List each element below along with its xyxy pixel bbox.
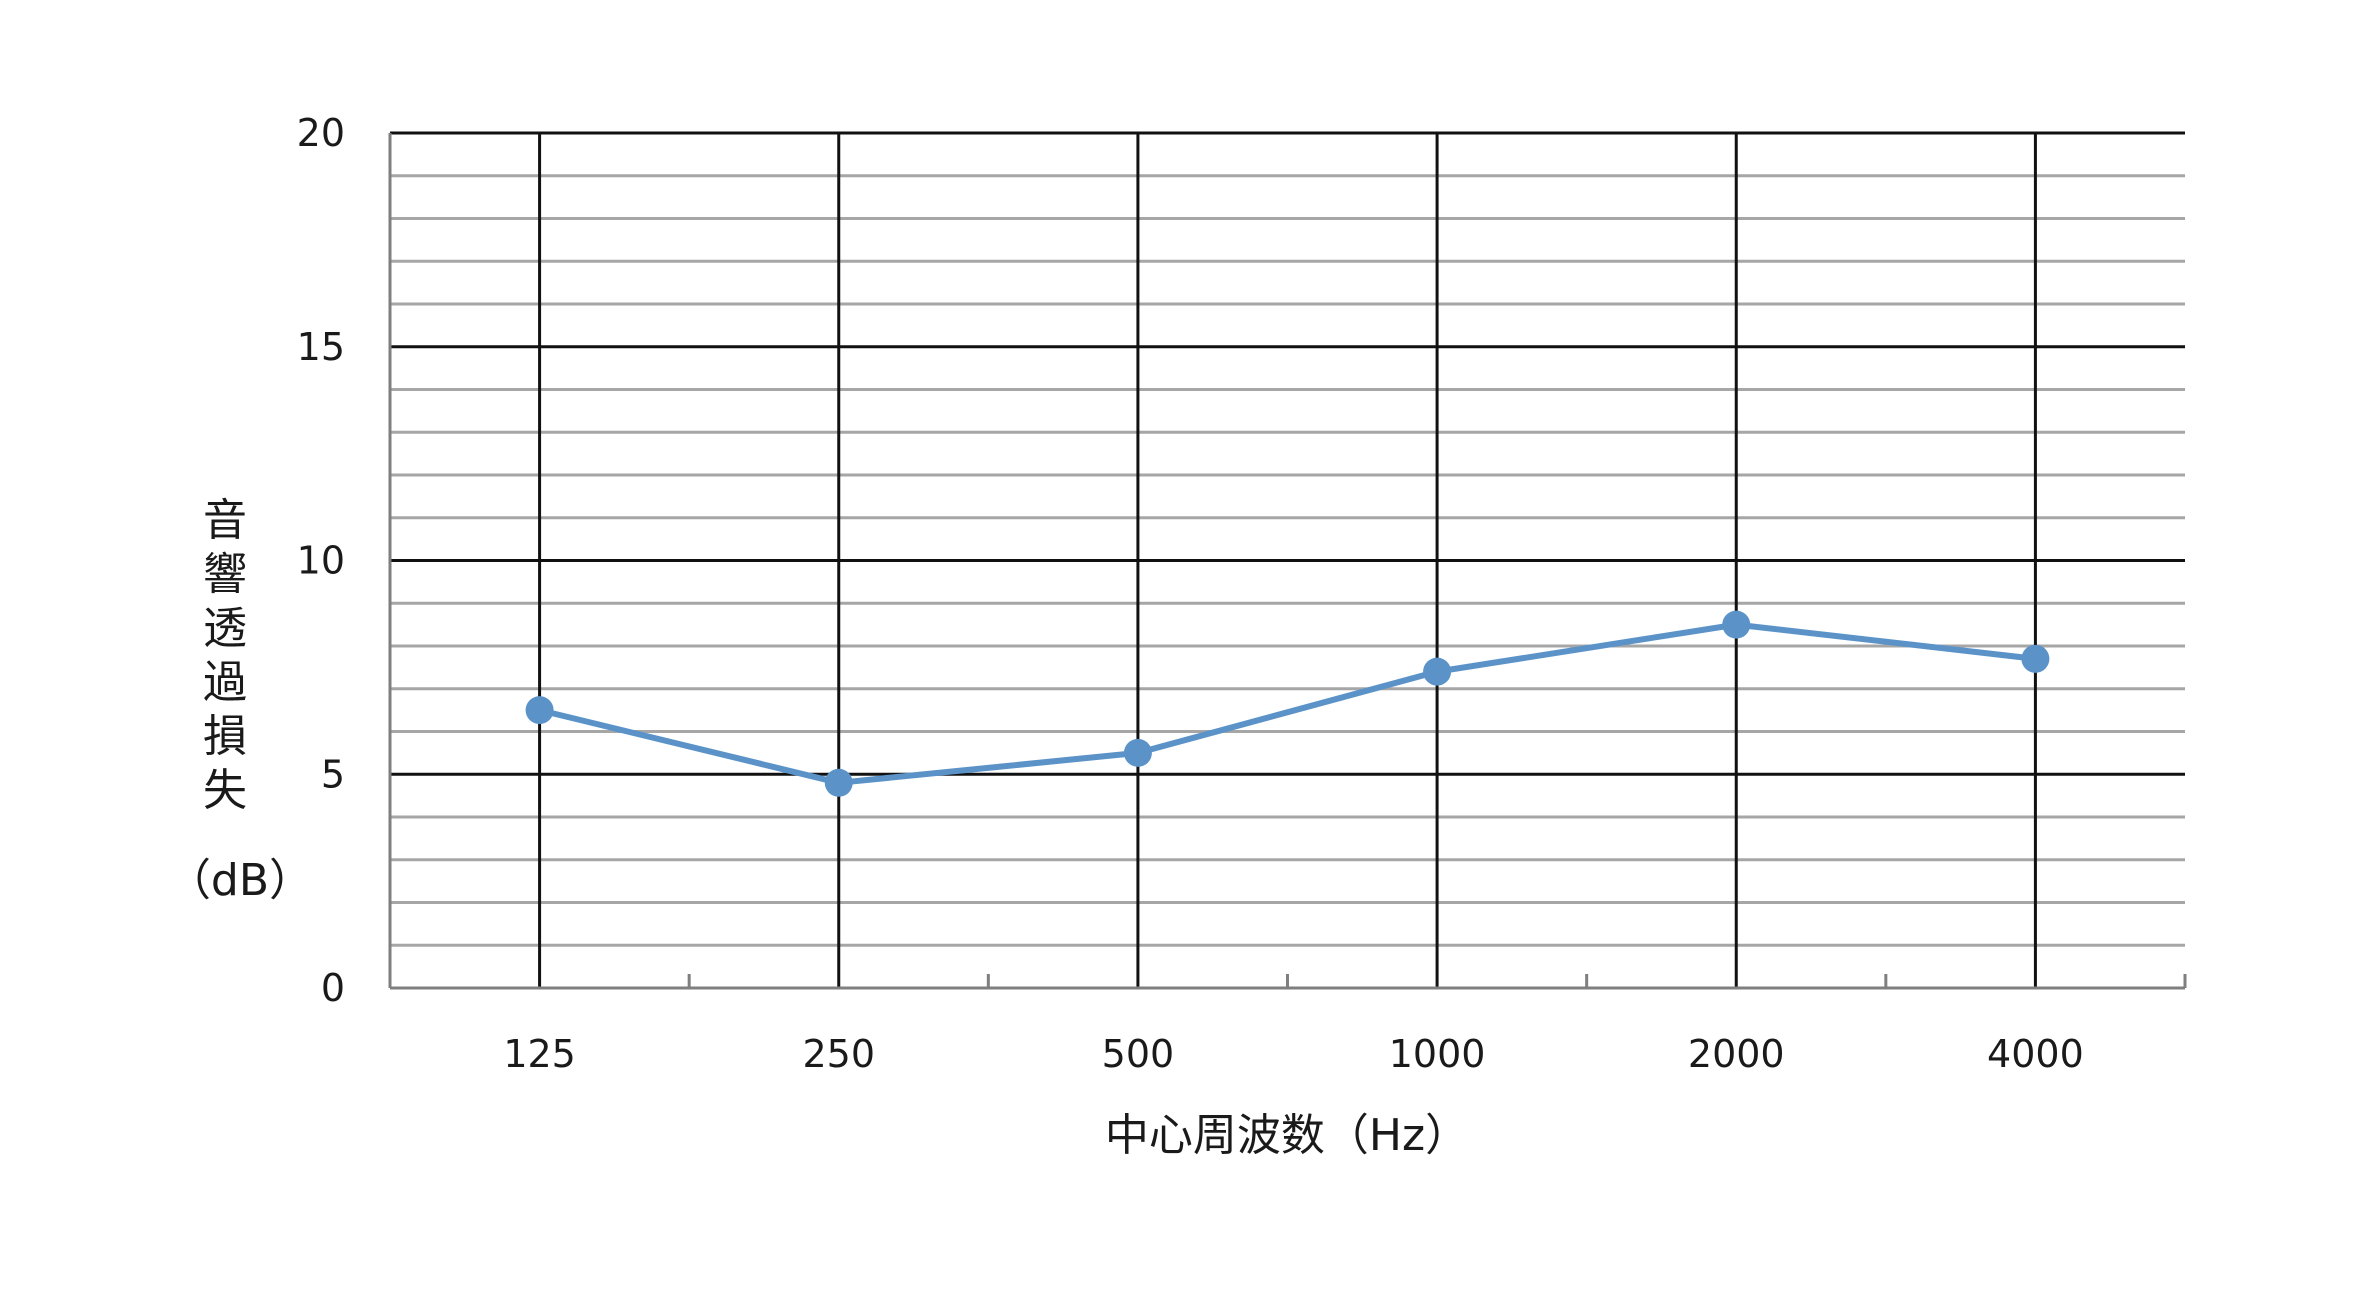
y-axis-title-char: 透 [203, 603, 247, 654]
axes [388, 133, 2187, 990]
x-tick-label: 1000 [1389, 1032, 1486, 1076]
y-axis-title-char: 音 [203, 495, 247, 546]
y-axis-title-char: 過 [203, 657, 247, 708]
data-point [1722, 610, 1751, 639]
y-axis-title-char: 損 [203, 711, 247, 762]
y-axis-title-char: 失 [203, 765, 247, 816]
data-point [1123, 738, 1152, 767]
series [525, 610, 2050, 797]
data-point [2021, 644, 2050, 673]
y-tick-label: 15 [297, 325, 345, 369]
series-line [538, 621, 2036, 786]
x-tick-label: 250 [802, 1032, 875, 1076]
y-tick-label: 20 [297, 111, 345, 155]
y-tick-label: 5 [321, 752, 345, 796]
x-tick-label: 2000 [1688, 1032, 1785, 1076]
y-tick-label: 0 [321, 966, 345, 1010]
x-axis-title: 中心周波数（Hz） [1105, 1110, 1469, 1161]
x-tick-label: 125 [503, 1032, 576, 1076]
y-tick-label: 10 [297, 539, 345, 583]
grid [390, 131, 2185, 988]
x-tick-label: 4000 [1987, 1032, 2084, 1076]
data-point [824, 768, 853, 797]
x-tick-label: 500 [1102, 1032, 1175, 1076]
y-axis-title-char: 響 [203, 549, 247, 600]
data-point [1423, 657, 1452, 686]
y-axis-title-unit: （dB） [167, 855, 313, 906]
data-point [525, 696, 554, 725]
